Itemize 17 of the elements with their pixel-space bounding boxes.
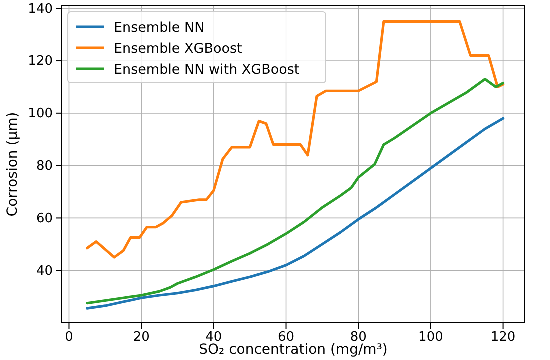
legend-label: Ensemble XGBoost: [114, 41, 242, 57]
line-series: [86, 20, 505, 259]
y-tick-label: 40: [36, 264, 53, 279]
y-tick-label: 100: [28, 106, 53, 122]
legend-label: Ensemble NN: [114, 20, 205, 36]
x-tick-label: 0: [65, 330, 74, 346]
y-tick-label: 120: [28, 54, 53, 70]
x-tick-label: 20: [133, 330, 150, 346]
x-tick-label: 120: [490, 330, 516, 346]
line-series: [86, 78, 505, 305]
y-tick-label: 60: [36, 211, 53, 226]
legend-label: Ensemble NN with XGBoost: [114, 62, 300, 78]
y-tick-label: 80: [36, 158, 53, 174]
y-tick-label: 140: [28, 2, 53, 17]
y-axis-title: Corrosion (μm): [5, 112, 21, 217]
x-tick-label: 100: [418, 330, 444, 346]
line-series: [86, 117, 505, 310]
